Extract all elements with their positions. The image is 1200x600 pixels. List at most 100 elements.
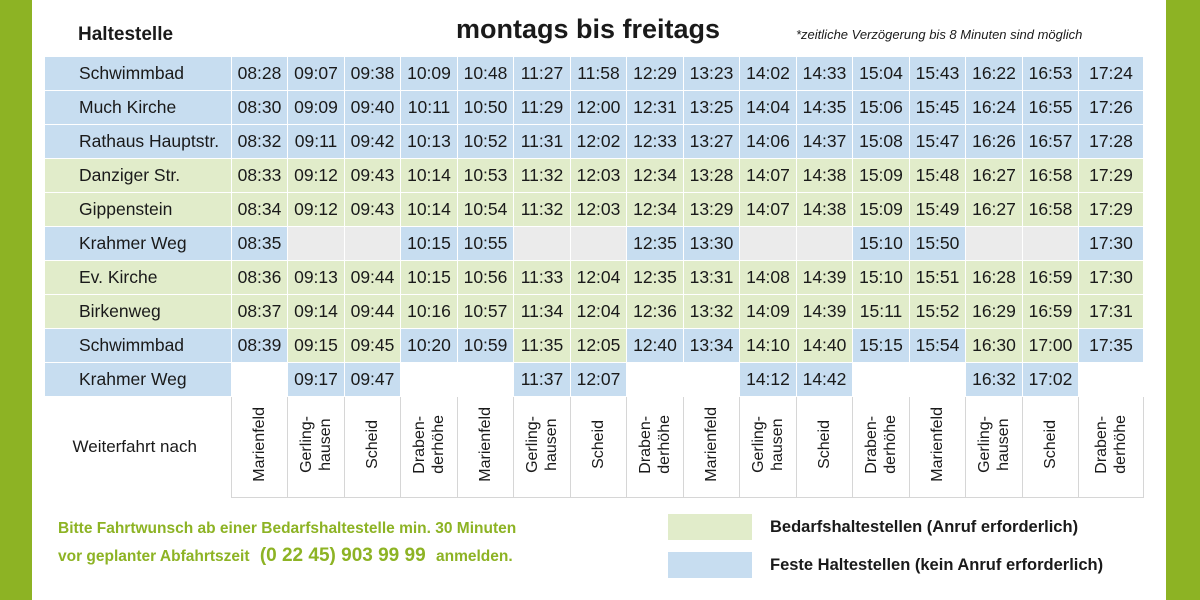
stop-name: Much Kirche [44,90,232,125]
departure-time-cell: 09:38 [344,56,401,91]
timetable: Schwimmbad 08:28 09:07 09:38 10:09 10:48 11:27… [44,56,1144,498]
departure-time-cell: 08:34 [231,192,288,227]
stop-name: Birkenweg [44,294,232,329]
departure-time-cell: 15:15 [852,328,910,363]
departure-time-cell: 11:27 [513,56,571,91]
timetable-row: Schwimmbad 08:39 09:15 09:45 10:20 10:59 11:35… [44,328,1144,363]
departure-time-cell [965,226,1023,261]
onward-destination: Scheid [816,420,833,469]
departure-time-cell: 14:39 [796,260,853,295]
departure-time-cell: 12:40 [626,328,684,363]
departure-time-cell: 12:29 [626,56,684,91]
legend-on-demand-label: Bedarfshaltestellen (Anruf erforderlich) [770,517,1079,536]
onward-destination-cell: Marienfeld [909,396,966,498]
departure-time-cell [683,362,740,397]
departure-time-cell: 16:57 [1022,124,1079,159]
departure-time-cell: 12:35 [626,226,684,261]
timetable-row: Gippenstein 08:34 09:12 09:43 10:14 10:54 11:3… [44,192,1144,227]
departure-time-cell [626,362,684,397]
onward-destination-cell: Draben- derhöhe [1078,396,1144,498]
departure-time-cell: 11:31 [513,124,571,159]
departure-time-cell: 09:40 [344,90,401,125]
departure-time-cell: 09:07 [287,56,345,91]
onward-destination-cell: Marienfeld [457,396,514,498]
departure-time-cell: 09:47 [344,362,401,397]
departure-time-cell: 13:30 [683,226,740,261]
departure-time-cell: 10:53 [457,158,514,193]
left-green-border [0,0,32,600]
departure-time-cell: 14:38 [796,158,853,193]
departure-time-cell: 10:16 [400,294,458,329]
booking-line-1: Bitte Fahrtwunsch ab einer Bedarfshaltes… [58,520,517,537]
departure-time-cell: 10:14 [400,158,458,193]
departure-time-cell [400,362,458,397]
departure-time-cell: 12:36 [626,294,684,329]
departure-time-cell: 16:22 [965,56,1023,91]
departure-time-cell: 12:07 [570,362,627,397]
departure-time-cell: 14:39 [796,294,853,329]
departure-time-cell: 11:35 [513,328,571,363]
departure-time-cell: 13:27 [683,124,740,159]
departure-time-cell: 16:58 [1022,158,1079,193]
departure-time-cell: 17:00 [1022,328,1079,363]
departure-time-cell: 08:36 [231,260,288,295]
stop-name: Krahmer Weg [44,226,232,261]
departure-time-cell [852,362,910,397]
departure-time-cell: 14:38 [796,192,853,227]
departure-time-cell: 15:11 [852,294,910,329]
departure-time-cell: 09:43 [344,158,401,193]
departure-time-cell: 12:05 [570,328,627,363]
right-green-border [1166,0,1200,600]
departure-time-cell: 11:37 [513,362,571,397]
legend-swatch-green [668,514,752,540]
departure-time-cell: 09:15 [287,328,345,363]
departure-time-cell: 12:00 [570,90,627,125]
departure-time-cell: 13:32 [683,294,740,329]
onward-destination: Scheid [364,420,381,469]
onward-destination: Gerling- hausen [298,416,334,473]
departure-time-cell: 14:07 [739,158,797,193]
departure-time-cell: 12:04 [570,260,627,295]
onward-destination-cell: Draben- derhöhe [626,396,684,498]
stop-name: Ev. Kirche [44,260,232,295]
departure-time-cell: 15:49 [909,192,966,227]
onward-destination: Gerling- hausen [976,416,1012,473]
onward-destination-cell: Gerling- hausen [739,396,797,498]
departure-time-cell: 11:32 [513,192,571,227]
departure-time-cell: 15:09 [852,158,910,193]
departure-time-cell: 16:29 [965,294,1023,329]
departure-time-cell: 17:35 [1078,328,1144,363]
departure-time-cell: 11:29 [513,90,571,125]
onward-destination-cell: Scheid [570,396,627,498]
departure-time-cell [287,226,345,261]
departure-time-cell: 15:48 [909,158,966,193]
departure-time-cell: 10:09 [400,56,458,91]
departure-time-cell: 10:57 [457,294,514,329]
departure-time-cell [513,226,571,261]
onward-destination-cell: Scheid [796,396,853,498]
departure-time-cell: 09:44 [344,294,401,329]
departure-time-cell: 08:39 [231,328,288,363]
departure-time-cell: 14:08 [739,260,797,295]
departure-time-cell: 09:42 [344,124,401,159]
departure-time-cell: 11:32 [513,158,571,193]
onward-destination-cell: Gerling- hausen [513,396,571,498]
departure-time-cell: 09:45 [344,328,401,363]
departure-time-cell: 13:29 [683,192,740,227]
onward-destination: Draben- derhöhe [863,415,899,474]
onward-destination-cell: Scheid [344,396,401,498]
departure-time-cell: 17:24 [1078,56,1144,91]
departure-time-cell [457,362,514,397]
onward-destination: Gerling- hausen [750,416,786,473]
departure-time-cell: 12:33 [626,124,684,159]
onward-destination: Marienfeld [703,407,720,482]
departure-time-cell: 12:31 [626,90,684,125]
departure-time-cell: 16:53 [1022,56,1079,91]
departure-time-cell: 12:34 [626,158,684,193]
departure-time-cell [909,362,966,397]
departure-time-cell: 16:55 [1022,90,1079,125]
departure-time-cell: 15:47 [909,124,966,159]
timetable-row: Much Kirche 08:30 09:09 09:40 10:11 10:50 11:2… [44,90,1144,125]
departure-time-cell: 10:59 [457,328,514,363]
onward-destination: Draben- derhöhe [637,415,673,474]
